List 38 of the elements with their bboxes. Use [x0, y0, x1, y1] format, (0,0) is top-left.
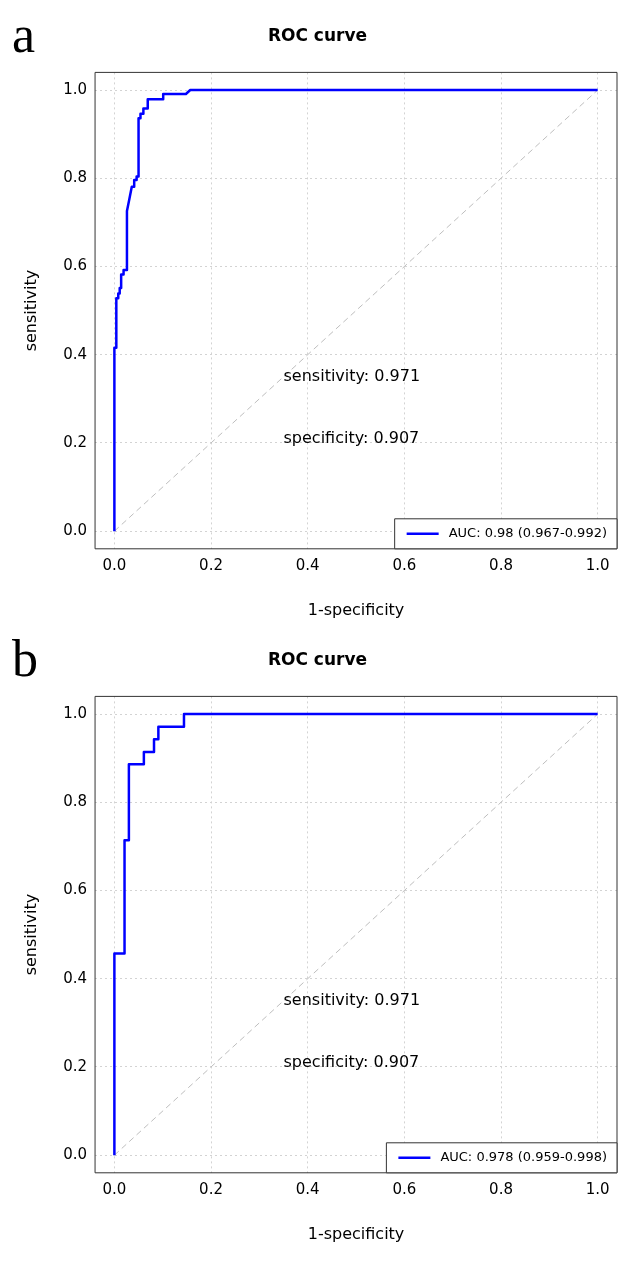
y-tick-label: 0.8: [63, 168, 88, 187]
y-tick-label: 0.6: [63, 256, 88, 275]
x-tick-label: 0.4: [295, 1179, 320, 1198]
x-tick-label: 0.0: [102, 555, 127, 574]
chart-title: ROC curve: [267, 24, 368, 45]
x-tick-label: 0.6: [392, 1179, 417, 1198]
annotation: specificity: 0.907: [283, 1051, 420, 1071]
x-tick-label: 1.0: [585, 555, 610, 574]
annotation: sensitivity: 0.971: [283, 989, 421, 1009]
text: a: [12, 6, 36, 63]
y-tick-label: 1.0: [63, 79, 88, 98]
x-tick-label: 0.8: [489, 555, 513, 574]
x-axis-title: 1-specificity: [307, 599, 405, 619]
x-tick-label: 0.2: [199, 555, 223, 574]
y-tick-label: 0.4: [63, 344, 88, 363]
annotation: sensitivity: 0.971: [283, 365, 421, 385]
y-tick-label: 0.0: [63, 521, 88, 540]
x-tick-label: 0.0: [102, 1179, 127, 1198]
y-axis-title: sensitivity: [20, 269, 40, 352]
x-tick-label: 0.8: [489, 1179, 513, 1198]
annotation: specificity: 0.907: [283, 427, 420, 447]
y-tick-label: 0.0: [63, 1145, 88, 1164]
y-tick-label: 0.6: [63, 880, 88, 899]
x-tick-label: 1.0: [585, 1179, 610, 1198]
text: b: [12, 630, 38, 687]
y-axis-title: sensitivity: [20, 893, 40, 976]
x-axis-title: 1-specificity: [307, 1223, 405, 1243]
y-tick-label: 1.0: [63, 703, 88, 722]
y-tick-label: 0.2: [63, 1056, 88, 1075]
chart-title: ROC curve: [267, 648, 368, 669]
y-tick-label: 0.8: [63, 792, 88, 811]
x-tick-label: 0.6: [392, 555, 417, 574]
y-tick-label: 0.2: [63, 432, 88, 451]
legend-label: AUC: 0.978 (0.959-0.998): [440, 1149, 608, 1165]
y-tick-label: 0.4: [63, 968, 88, 987]
x-tick-label: 0.2: [199, 1179, 223, 1198]
legend-label: AUC: 0.98 (0.967-0.992): [448, 525, 607, 541]
x-tick-label: 0.4: [295, 555, 320, 574]
